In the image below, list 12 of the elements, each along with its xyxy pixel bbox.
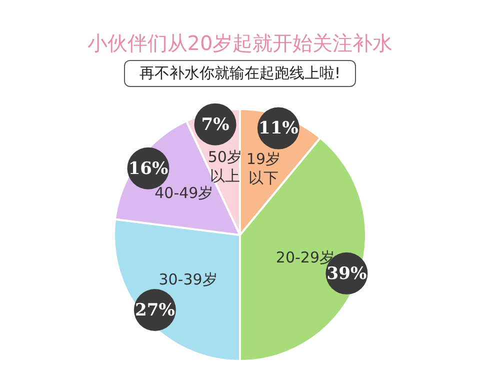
slice-label: 30-39岁: [158, 270, 218, 289]
data-label: 27%: [135, 300, 175, 320]
data-label: 11%: [258, 118, 298, 139]
data-label: 7%: [201, 114, 230, 135]
slice-label: 20-29岁: [276, 248, 334, 266]
chart-subtitle: 再不补水你就输在起跑线上啦!: [124, 60, 356, 87]
slice-label: 19岁以下: [246, 150, 281, 188]
slice-label: 50岁以上: [208, 148, 242, 185]
chart-title: 小伙伴们从20岁起就开始关注补水: [86, 30, 394, 57]
data-label: 39%: [326, 264, 367, 284]
slice-label: 40-49岁: [154, 184, 214, 202]
data-label: 16%: [128, 158, 168, 179]
